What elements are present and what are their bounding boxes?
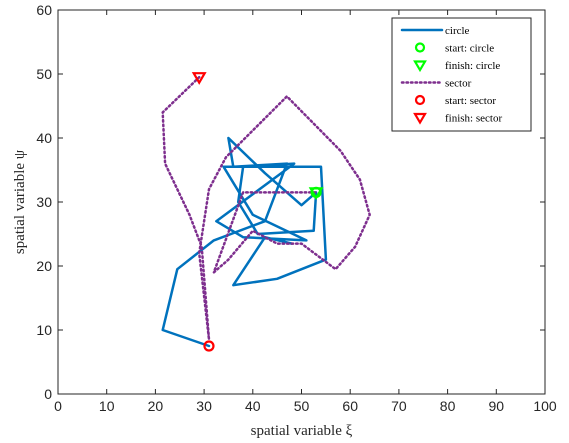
- legend-label-finish-sector: finish: sector: [445, 113, 502, 125]
- series-line-circle: [161, 136, 328, 348]
- legend-box: [391, 17, 532, 132]
- y-tick-label: 10: [36, 322, 52, 338]
- x-tick-label: 30: [196, 398, 212, 414]
- legend-label-finish-circle: finish: circle: [445, 60, 500, 72]
- legend-swatch-start-sector: [414, 94, 426, 106]
- y-tick-label: 60: [36, 2, 52, 18]
- legend-label-start-sector: start: sector: [445, 95, 496, 107]
- marker-layer: [191, 72, 324, 352]
- x-axis-ticks: 0 10 20 30 40 50 60 70 80 90 100: [54, 10, 557, 414]
- x-tick-label: 10: [99, 398, 115, 414]
- y-tick-label: 0: [44, 386, 52, 402]
- marker-start-sector: [203, 340, 215, 352]
- series-layer: [161, 75, 371, 348]
- x-tick-label: 60: [342, 398, 358, 414]
- x-tick-label: 100: [533, 398, 557, 414]
- legend: circle start: circle finish: circle sector s…: [391, 17, 532, 132]
- x-tick-label: 50: [294, 398, 310, 414]
- y-tick-label: 40: [36, 130, 52, 146]
- x-tick-label: 70: [391, 398, 407, 414]
- legend-label-circle: circle: [445, 25, 470, 37]
- marker-finish-circle: [308, 187, 324, 201]
- y-tick-label: 20: [36, 258, 52, 274]
- legend-label-start-circle: start: circle: [445, 43, 494, 55]
- x-tick-label: 80: [440, 398, 456, 414]
- x-tick-label: 20: [148, 398, 164, 414]
- y-tick-label: 30: [36, 194, 52, 210]
- legend-label-sector: sector: [445, 78, 472, 90]
- legend-swatch-start-circle: [414, 42, 426, 53]
- legend-swatch-finish-circle: [413, 60, 427, 73]
- x-tick-label: 40: [245, 398, 261, 414]
- y-axis-ticks: 0 10 20 30 40 50 60: [36, 2, 545, 402]
- x-tick-label: 0: [54, 398, 62, 414]
- series-line-sector: [161, 75, 371, 341]
- x-axis-label: spatial variable ξ: [251, 423, 353, 439]
- y-axis-label: spatial variable ψ: [12, 149, 28, 254]
- marker-finish-sector: [191, 72, 207, 85]
- legend-swatch-finish-sector: [413, 112, 427, 125]
- x-tick-label: 90: [489, 398, 505, 414]
- y-tick-label: 50: [36, 66, 52, 82]
